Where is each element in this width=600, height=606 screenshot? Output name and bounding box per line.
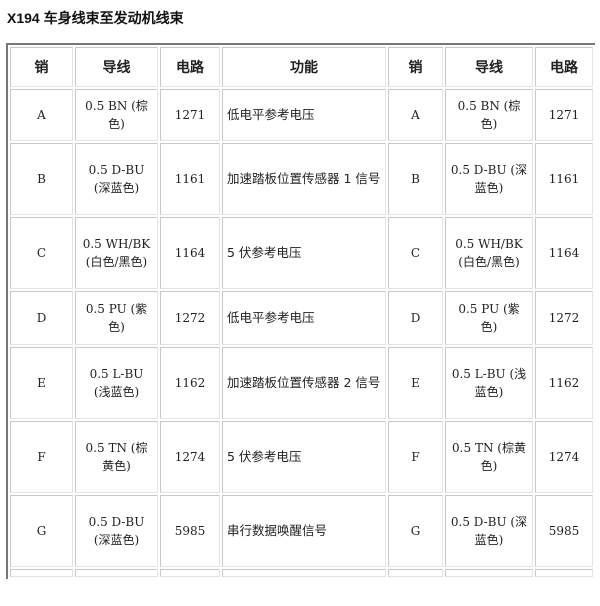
pin-cell: D: [388, 291, 443, 345]
pin-cell: F: [10, 421, 73, 493]
wire-cell: 0.5 D-BU (深蓝色): [75, 143, 158, 215]
circuit-cell: 1272: [535, 291, 593, 345]
table-row: E 0.5 L-BU (浅蓝色) 1162 加速踏板位置传感器 2 信号 E 0.5 L-…: [10, 347, 593, 419]
table-row: A 0.5 BN (棕色) 1271 低电平参考电压 A 0.5 BN (棕色) 1271: [10, 89, 593, 141]
connector-pinout-table: 销导线 电路 功能销导线 电路 A 0.5 BN (棕色) 1271 低电平参考电压 A 0.5…: [6, 43, 595, 579]
empty-cell: [445, 569, 533, 577]
function-cell: 低电平参考电压: [222, 291, 386, 345]
circuit-cell: 5985: [535, 495, 593, 567]
table-row: [10, 569, 593, 577]
wire-cell: 0.5 WH/BK (白色/黑色): [445, 217, 533, 289]
function-cell: 串行数据唤醒信号: [222, 495, 386, 567]
function-cell: 加速踏板位置传感器 2 信号: [222, 347, 386, 419]
table-row: B 0.5 D-BU (深蓝色) 1161 加速踏板位置传感器 1 信号 B 0.5 D-…: [10, 143, 593, 215]
circuit-cell: 1164: [160, 217, 220, 289]
wire-cell: 0.5 BN (棕色): [75, 89, 158, 141]
pin-cell: G: [10, 495, 73, 567]
circuit-cell: 1274: [535, 421, 593, 493]
wire-cell: 0.5 TN (棕黄色): [445, 421, 533, 493]
empty-cell: [388, 569, 443, 577]
wire-cell: 0.5 PU (紫色): [75, 291, 158, 345]
pin-cell: C: [10, 217, 73, 289]
column-header: 导线: [445, 47, 533, 87]
wire-cell: 0.5 D-BU (深蓝色): [445, 495, 533, 567]
pin-cell: C: [388, 217, 443, 289]
circuit-cell: 1271: [535, 89, 593, 141]
column-header: 销: [388, 47, 443, 87]
pin-cell: B: [10, 143, 73, 215]
column-header: 电路: [160, 47, 220, 87]
circuit-cell: 1162: [160, 347, 220, 419]
column-header: 导线: [75, 47, 158, 87]
wire-cell: 0.5 L-BU (浅蓝色): [445, 347, 533, 419]
function-cell: 低电平参考电压: [222, 89, 386, 141]
column-header: 电路: [535, 47, 593, 87]
circuit-cell: 1271: [160, 89, 220, 141]
circuit-cell: 1161: [160, 143, 220, 215]
circuit-cell: 1274: [160, 421, 220, 493]
empty-cell: [222, 569, 386, 577]
table-row: G 0.5 D-BU (深蓝色) 5985 串行数据唤醒信号 G 0.5 D-BU (深蓝…: [10, 495, 593, 567]
page-title: X194 车身线束至发动机线束: [7, 10, 184, 26]
pin-cell: E: [388, 347, 443, 419]
function-cell: 加速踏板位置传感器 1 信号: [222, 143, 386, 215]
empty-cell: [75, 569, 158, 577]
wire-cell: 0.5 PU (紫色): [445, 291, 533, 345]
table-header-row: 销导线 电路 功能销导线 电路: [10, 47, 593, 87]
wire-cell: 0.5 TN (棕黄色): [75, 421, 158, 493]
circuit-cell: 5985: [160, 495, 220, 567]
wire-cell: 0.5 L-BU (浅蓝色): [75, 347, 158, 419]
column-header: 功能: [222, 47, 386, 87]
pin-cell: G: [388, 495, 443, 567]
wire-cell: 0.5 BN (棕色): [445, 89, 533, 141]
empty-cell: [160, 569, 220, 577]
pin-cell: A: [10, 89, 73, 141]
pin-cell: B: [388, 143, 443, 215]
pin-cell: A: [388, 89, 443, 141]
pin-cell: E: [10, 347, 73, 419]
table-row: F 0.5 TN (棕黄色) 1274 5 伏参考电压 F 0.5 TN (棕黄色) 127…: [10, 421, 593, 493]
function-cell: 5 伏参考电压: [222, 217, 386, 289]
circuit-cell: 1164: [535, 217, 593, 289]
column-header: 销: [10, 47, 73, 87]
circuit-cell: 1162: [535, 347, 593, 419]
circuit-cell: 1272: [160, 291, 220, 345]
empty-cell: [535, 569, 593, 577]
function-cell: 5 伏参考电压: [222, 421, 386, 493]
circuit-cell: 1161: [535, 143, 593, 215]
pin-cell: F: [388, 421, 443, 493]
pin-cell: D: [10, 291, 73, 345]
empty-cell: [10, 569, 73, 577]
table-row: C 0.5 WH/BK (白色/黑色) 1164 5 伏参考电压 C 0.5 WH/BK …: [10, 217, 593, 289]
table-row: D 0.5 PU (紫色) 1272 低电平参考电压 D 0.5 PU (紫色) 1272: [10, 291, 593, 345]
wire-cell: 0.5 WH/BK (白色/黑色): [75, 217, 158, 289]
wire-cell: 0.5 D-BU (深蓝色): [445, 143, 533, 215]
wire-cell: 0.5 D-BU (深蓝色): [75, 495, 158, 567]
